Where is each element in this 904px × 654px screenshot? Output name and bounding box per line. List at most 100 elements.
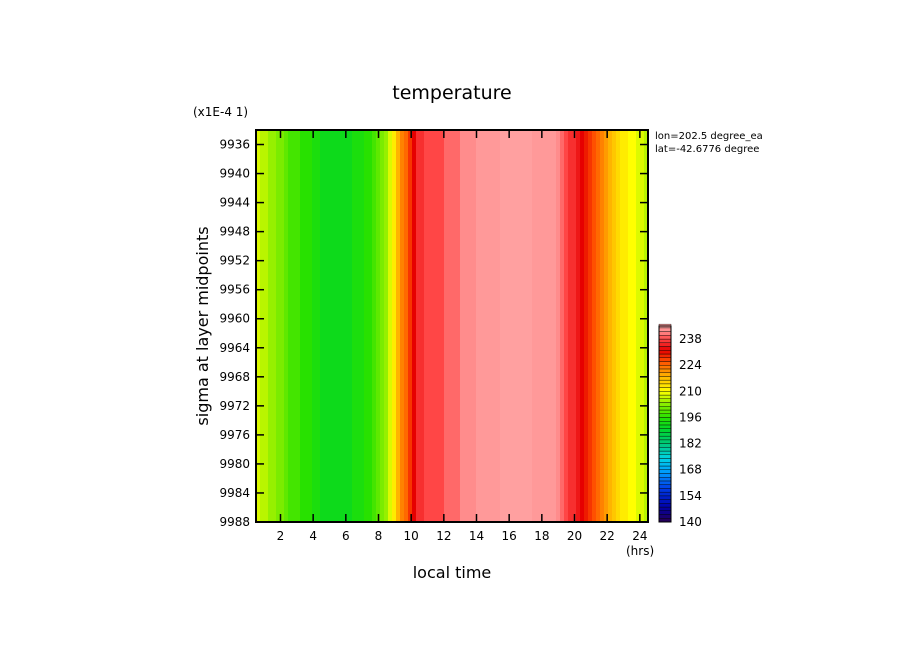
colorbar-tick-label: 140 bbox=[679, 515, 702, 529]
temperature-band bbox=[436, 130, 441, 522]
temperature-band bbox=[404, 130, 409, 522]
temperature-band bbox=[512, 130, 517, 522]
y-tick-label: 9972 bbox=[219, 399, 250, 413]
x-unit-label: (hrs) bbox=[626, 544, 654, 558]
temperature-band bbox=[492, 130, 497, 522]
temperature-band bbox=[272, 130, 277, 522]
colorbar-swatch bbox=[658, 335, 672, 340]
temperature-band bbox=[484, 130, 489, 522]
colorbar-ticks: 140 154 168 182 196 210 224 238 bbox=[679, 332, 702, 529]
colorbar-swatch bbox=[658, 402, 672, 407]
temperature-band bbox=[552, 130, 557, 522]
colorbar-swatch bbox=[658, 346, 672, 351]
colorbar-swatch bbox=[658, 469, 672, 474]
y-axis-label: sigma at layer midpoints bbox=[193, 226, 212, 425]
x-tick-label: 20 bbox=[567, 529, 582, 543]
colorbar-swatch bbox=[658, 394, 672, 400]
temperature-band bbox=[332, 130, 337, 522]
colorbar-swatch bbox=[658, 417, 672, 422]
temperature-band bbox=[372, 130, 377, 522]
temperature-band bbox=[352, 130, 357, 522]
colorbar-swatch bbox=[658, 465, 672, 470]
colorbar-swatch bbox=[658, 506, 672, 512]
colorbar-swatch bbox=[658, 428, 672, 433]
temperature-band bbox=[360, 130, 365, 522]
temperature-band bbox=[528, 130, 533, 522]
y-tick-label: 9948 bbox=[219, 225, 250, 239]
colorbar-swatch bbox=[658, 477, 672, 482]
temperature-band bbox=[432, 130, 437, 522]
colorbar-swatch bbox=[658, 495, 672, 500]
colorbar-swatch bbox=[658, 398, 672, 403]
temperature-band bbox=[384, 130, 389, 522]
temperature-band bbox=[300, 130, 305, 522]
colorbar-swatch bbox=[658, 518, 672, 523]
temperature-band bbox=[260, 130, 265, 522]
temperature-band bbox=[504, 130, 509, 522]
temperature-band bbox=[320, 130, 325, 522]
x-tick-label: 6 bbox=[342, 529, 350, 543]
temperature-band bbox=[472, 130, 477, 522]
temperature-band bbox=[584, 130, 589, 522]
y-tick-label: 9968 bbox=[219, 370, 250, 384]
temperature-band bbox=[468, 130, 473, 522]
colorbar-tick-label: 224 bbox=[679, 358, 702, 372]
temperature-band bbox=[592, 130, 597, 522]
colorbar-swatch bbox=[658, 503, 672, 508]
temperature-band bbox=[396, 130, 401, 522]
temperature-band bbox=[268, 130, 273, 522]
y-tick-label: 9956 bbox=[219, 283, 250, 297]
temperature-band bbox=[508, 130, 513, 522]
temperature-band bbox=[280, 130, 285, 522]
y-tick-label: 9984 bbox=[219, 486, 250, 500]
colorbar-swatch bbox=[658, 439, 672, 444]
temperature-band bbox=[264, 130, 269, 522]
colorbar-swatch bbox=[658, 365, 672, 370]
temperature-band bbox=[556, 130, 561, 522]
temperature-band bbox=[464, 130, 469, 522]
temperature-band bbox=[604, 130, 609, 522]
temperature-band bbox=[428, 130, 433, 522]
temperature-band bbox=[444, 130, 449, 522]
colorbar-swatch bbox=[658, 462, 672, 467]
temperature-band bbox=[392, 130, 397, 522]
temperature-band bbox=[284, 130, 289, 522]
y-tick-label: 9988 bbox=[219, 515, 250, 529]
x-axis-label: local time bbox=[413, 563, 492, 582]
colorbar-swatch bbox=[658, 484, 672, 489]
colorbar-swatch bbox=[658, 454, 672, 459]
colorbar-frame bbox=[658, 325, 672, 523]
plot-area-fill bbox=[256, 130, 648, 522]
temperature-band bbox=[308, 130, 313, 522]
y-tick-label: 9980 bbox=[219, 457, 250, 471]
temperature-band bbox=[644, 130, 648, 522]
x-tick-label: 18 bbox=[534, 529, 549, 543]
colorbar-swatch bbox=[658, 350, 672, 355]
colorbar-swatch bbox=[658, 432, 672, 437]
temperature-band bbox=[364, 130, 369, 522]
x-tick-label: 10 bbox=[404, 529, 419, 543]
colorbar-swatch bbox=[658, 491, 672, 497]
temperature-band bbox=[304, 130, 309, 522]
temperature-band bbox=[572, 130, 577, 522]
temperature-band bbox=[548, 130, 553, 522]
temperature-band bbox=[496, 130, 501, 522]
temperature-band bbox=[316, 130, 321, 522]
scale-note: (x1E-4 1) bbox=[193, 105, 248, 119]
colorbar-swatch bbox=[658, 376, 672, 381]
temperature-band bbox=[408, 130, 413, 522]
colorbar-swatch bbox=[658, 331, 672, 336]
temperature-band bbox=[524, 130, 529, 522]
temperature-band bbox=[612, 130, 617, 522]
colorbar-swatch bbox=[658, 443, 672, 448]
temperature-band bbox=[608, 130, 613, 522]
temperature-band bbox=[424, 130, 429, 522]
plot-frame bbox=[255, 129, 649, 523]
colorbar-swatch bbox=[658, 368, 672, 373]
x-axis: 2 4 6 8 10 12 14 16 18 20 22 24 bbox=[277, 130, 647, 543]
temperature-band bbox=[620, 130, 625, 522]
temperature-band bbox=[580, 130, 585, 522]
colorbar-swatch bbox=[658, 473, 672, 478]
annotation-lon: lon=202.5 degree_ea bbox=[655, 131, 763, 142]
